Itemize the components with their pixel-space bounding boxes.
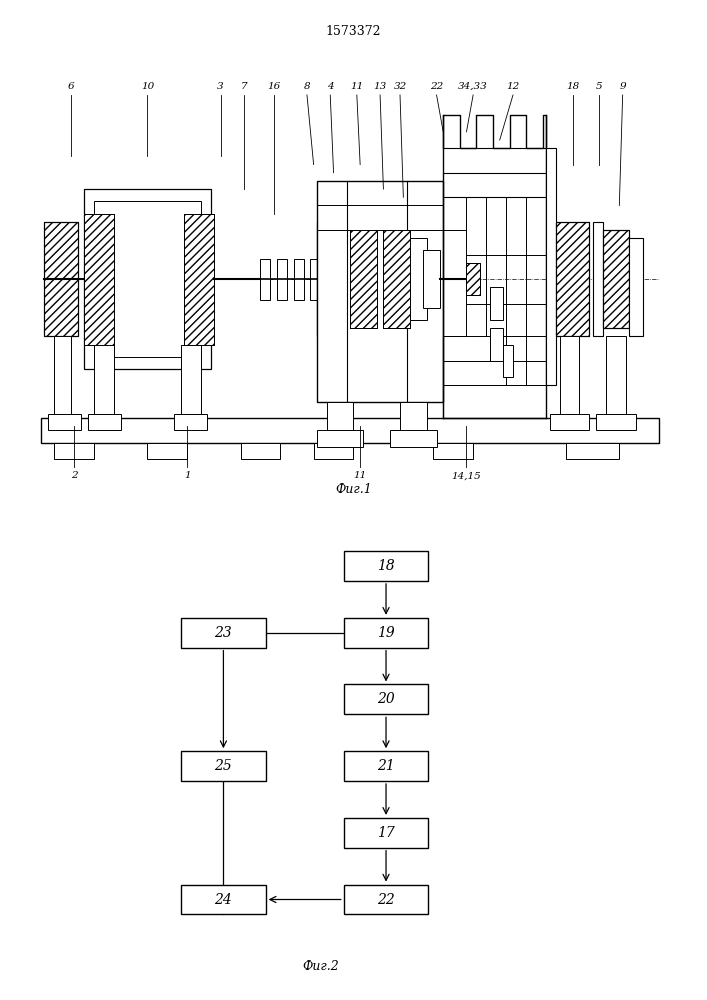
Bar xyxy=(602,230,629,328)
Text: 20: 20 xyxy=(377,692,395,706)
Text: 16: 16 xyxy=(267,82,281,91)
Text: 12: 12 xyxy=(506,82,520,91)
Bar xyxy=(181,345,201,418)
Bar xyxy=(629,238,643,336)
Bar xyxy=(400,402,426,435)
Text: 1: 1 xyxy=(184,471,191,480)
Bar xyxy=(317,181,443,402)
Bar xyxy=(606,336,626,418)
Bar xyxy=(54,336,71,418)
Bar xyxy=(260,259,270,300)
Text: 22: 22 xyxy=(377,892,395,906)
Bar xyxy=(174,414,207,430)
Bar xyxy=(94,201,201,357)
Bar xyxy=(310,259,320,300)
Bar xyxy=(383,230,410,328)
Bar xyxy=(84,189,211,369)
Text: 8: 8 xyxy=(304,82,310,91)
Bar xyxy=(45,222,78,336)
Bar xyxy=(350,230,377,328)
Text: 14,15: 14,15 xyxy=(452,471,481,480)
Text: Фиг.1: Фиг.1 xyxy=(335,483,372,496)
Text: 7: 7 xyxy=(240,82,247,91)
Bar xyxy=(54,443,94,459)
Bar xyxy=(327,402,354,435)
Text: 23: 23 xyxy=(214,626,233,640)
Text: 34,33: 34,33 xyxy=(458,82,488,91)
Bar xyxy=(390,430,436,447)
Bar xyxy=(602,230,629,328)
Bar xyxy=(181,885,266,914)
Bar xyxy=(84,214,115,345)
Bar xyxy=(556,222,590,336)
Bar xyxy=(317,222,347,336)
Bar xyxy=(314,443,354,459)
Bar xyxy=(344,885,428,914)
Text: 6: 6 xyxy=(68,82,74,91)
Text: 11: 11 xyxy=(350,82,363,91)
Bar xyxy=(344,684,428,714)
Text: 18: 18 xyxy=(377,559,395,573)
Text: 9: 9 xyxy=(619,82,626,91)
Bar xyxy=(88,414,121,430)
Bar xyxy=(181,751,266,781)
Bar xyxy=(467,263,480,295)
Text: 21: 21 xyxy=(377,759,395,773)
Text: 19: 19 xyxy=(377,626,395,640)
Bar xyxy=(596,414,636,430)
Bar xyxy=(467,263,480,295)
Bar xyxy=(41,418,659,443)
Text: 17: 17 xyxy=(377,826,395,840)
Bar xyxy=(344,618,428,648)
Bar xyxy=(84,214,115,345)
Bar xyxy=(277,259,287,300)
Text: 25: 25 xyxy=(214,759,233,773)
Text: 13: 13 xyxy=(373,82,387,91)
Bar xyxy=(592,222,602,336)
Bar xyxy=(184,214,214,345)
Bar xyxy=(240,443,281,459)
Bar xyxy=(181,618,266,648)
Text: 5: 5 xyxy=(596,82,602,91)
Bar xyxy=(293,259,304,300)
Text: 3: 3 xyxy=(217,82,224,91)
Bar xyxy=(559,336,580,418)
Text: 24: 24 xyxy=(214,892,233,906)
Bar xyxy=(549,414,590,430)
Bar xyxy=(148,443,187,459)
Text: 22: 22 xyxy=(430,82,443,91)
Bar xyxy=(410,238,426,320)
Text: 11: 11 xyxy=(354,471,367,480)
Bar xyxy=(45,222,78,336)
Bar xyxy=(503,345,513,377)
Bar xyxy=(344,818,428,848)
Text: 1573372: 1573372 xyxy=(326,25,381,38)
Bar xyxy=(490,287,503,320)
Bar xyxy=(490,328,503,361)
Bar xyxy=(317,430,363,447)
Text: 18: 18 xyxy=(566,82,580,91)
Text: 2: 2 xyxy=(71,471,78,480)
Text: 10: 10 xyxy=(141,82,154,91)
Bar xyxy=(317,222,347,336)
Bar xyxy=(547,148,556,385)
Bar xyxy=(344,751,428,781)
Bar xyxy=(184,214,214,345)
Bar xyxy=(350,230,377,328)
Bar xyxy=(344,551,428,581)
Bar xyxy=(433,443,473,459)
Bar xyxy=(556,222,590,336)
Bar xyxy=(48,414,81,430)
Bar xyxy=(383,230,410,328)
Text: 32: 32 xyxy=(393,82,407,91)
Bar xyxy=(566,443,619,459)
Bar xyxy=(423,250,440,308)
Bar xyxy=(94,345,115,418)
Text: 4: 4 xyxy=(327,82,334,91)
Text: Фиг.2: Фиг.2 xyxy=(303,960,339,973)
